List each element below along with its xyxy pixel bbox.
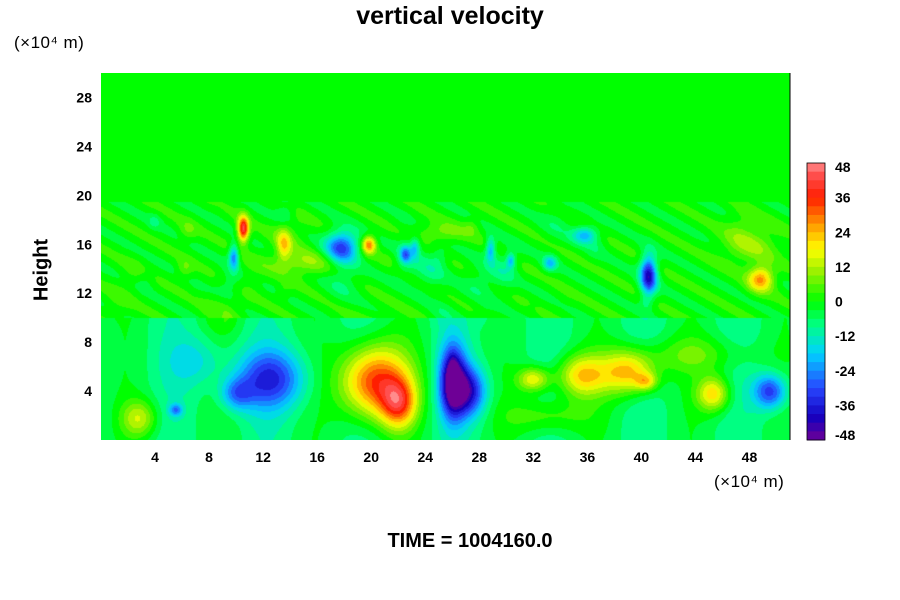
colorbar-segment: [807, 379, 825, 389]
chart-title: vertical velocity: [356, 2, 544, 30]
time-label: TIME = 1004160.0: [387, 530, 553, 552]
x-tick-label: 24: [417, 449, 433, 465]
colorbar-segment: [807, 188, 825, 199]
y-tick-label: 24: [76, 138, 92, 154]
x-tick-label: 40: [634, 449, 650, 465]
x-tick-label: 20: [363, 449, 379, 465]
colorbar-frame: [806, 162, 826, 441]
colorbar-segment: [807, 396, 825, 406]
colorbar-segment: [807, 240, 825, 251]
colorbar-label: 36: [835, 190, 851, 206]
colorbar-segment: [807, 414, 825, 424]
y-tick-label: 12: [76, 285, 92, 301]
colorbar-segment: [807, 431, 825, 441]
colorbar-label: -36: [835, 397, 855, 413]
colorbar-segment: [807, 344, 825, 354]
colorbar-segment: [807, 258, 825, 268]
colorbar-segment: [807, 370, 825, 380]
y-tick-label: 16: [76, 236, 92, 252]
colorbar-segment: [807, 422, 825, 432]
colorbar: 48 36 24 12 0 -12 -24 -36 -48: [806, 159, 855, 443]
y-axis-unit: (×10⁴ m): [14, 33, 85, 52]
colorbar-segment: [807, 310, 825, 320]
x-tick-label: 44: [688, 449, 704, 465]
colorbar-label: -24: [835, 363, 855, 379]
colorbar-segment: [807, 266, 825, 277]
colorbar-segment: [807, 388, 825, 398]
colorbar-segment: [807, 180, 825, 190]
colorbar-segment: [807, 353, 825, 363]
colorbar-segment: [807, 292, 825, 302]
colorbar-segment: [807, 206, 825, 216]
x-tick-label: 4: [151, 449, 159, 465]
colorbar-segment: [807, 284, 825, 294]
colorbar-label: 12: [835, 259, 851, 275]
colorbar-segment: [807, 362, 825, 372]
x-tick-label: 32: [526, 449, 542, 465]
colorbar-segment: [807, 197, 825, 207]
colorbar-label: -48: [835, 427, 855, 443]
y-tick-label: 20: [76, 187, 92, 203]
x-tick-label: 28: [471, 449, 487, 465]
x-tick-label: 16: [309, 449, 325, 465]
colorbar-label: -12: [835, 328, 855, 344]
colorbar-segment: [807, 249, 825, 259]
x-tick-label: 12: [255, 449, 271, 465]
colorbar-label: 24: [835, 224, 851, 240]
colorbar-segment: [807, 223, 825, 233]
colorbar-segment: [807, 405, 825, 415]
y-tick-label: 4: [84, 383, 92, 399]
colorbar-segment: [807, 171, 825, 181]
colorbar-segment: [807, 336, 825, 346]
colorbar-segment: [807, 232, 825, 242]
x-tick-label: 8: [205, 449, 213, 465]
x-tick-label: 36: [580, 449, 596, 465]
colorbar-segment: [807, 301, 825, 311]
y-tick-label: 8: [84, 334, 92, 350]
colorbar-label: 0: [835, 294, 843, 310]
x-axis-unit: (×10⁴ m): [714, 472, 785, 491]
colorbar-segment: [807, 327, 825, 337]
x-tick-label: 48: [742, 449, 758, 465]
colorbar-label: 48: [835, 159, 851, 175]
colorbar-segment: [807, 214, 825, 225]
colorbar-segment: [807, 275, 825, 285]
plot-area: [101, 73, 791, 440]
colorbar-segment: [807, 318, 825, 328]
contour-field: [101, 73, 790, 440]
y-tick-label: 28: [76, 89, 92, 105]
colorbar-segment: [807, 163, 825, 173]
